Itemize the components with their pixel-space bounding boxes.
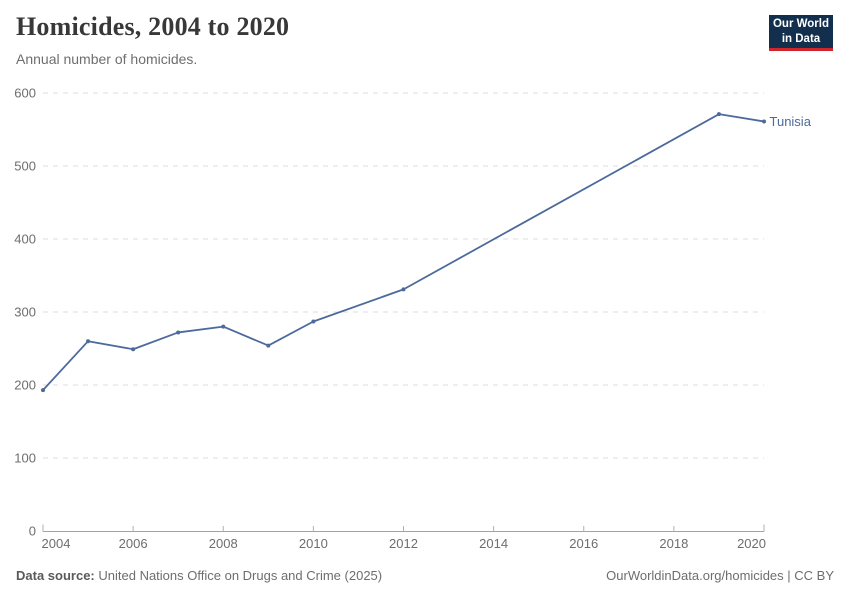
data-source-value: United Nations Office on Drugs and Crime… — [98, 568, 383, 583]
series-label-tunisia[interactable]: Tunisia — [770, 114, 812, 129]
data-point-tunisia-2020 — [762, 119, 766, 124]
data-point-tunisia-2004 — [41, 388, 45, 393]
owid-logo-line1: Our World — [772, 18, 829, 31]
x-tick-label-2004: 2004 — [42, 536, 71, 551]
data-source-label: Data source: — [16, 568, 95, 583]
data-point-tunisia-2010 — [311, 319, 316, 324]
y-tick-label-300: 300 — [14, 305, 36, 320]
y-tick-label-100: 100 — [14, 451, 36, 466]
x-tick-label-2006: 2006 — [119, 536, 148, 551]
data-point-tunisia-2009 — [266, 343, 271, 348]
data-point-tunisia-2007 — [176, 330, 181, 335]
chart-subtitle: Annual number of homicides. — [16, 51, 198, 67]
data-point-tunisia-2005 — [86, 339, 91, 344]
x-tick-label-2018: 2018 — [659, 536, 688, 551]
chart-footer: Data source: United Nations Office on Dr… — [16, 568, 834, 583]
y-tick-label-200: 200 — [14, 378, 36, 393]
y-tick-label-600: 600 — [14, 86, 36, 101]
x-tick-label-2008: 2008 — [209, 536, 238, 551]
data-point-tunisia-2019 — [716, 112, 721, 117]
x-tick-label-2014: 2014 — [479, 536, 508, 551]
x-tick-label-2020: 2020 — [737, 536, 766, 551]
y-tick-label-0: 0 — [29, 524, 36, 539]
y-tick-label-500: 500 — [14, 159, 36, 174]
data-point-tunisia-2006 — [131, 347, 136, 352]
x-tick-label-2012: 2012 — [389, 536, 418, 551]
owid-logo-line2: in Data — [781, 32, 821, 45]
x-tick-label-2016: 2016 — [569, 536, 598, 551]
credit-link[interactable]: OurWorldinData.org/homicides | CC BY — [606, 568, 834, 583]
y-tick-label-400: 400 — [14, 232, 36, 247]
tunisia-line-series[interactable] — [42, 113, 765, 392]
page-title: Homicides, 2004 to 2020 — [16, 12, 290, 41]
data-point-tunisia-2012 — [401, 287, 406, 292]
data-point-tunisia-2008 — [221, 324, 226, 329]
data-source[interactable]: Data source: United Nations Office on Dr… — [16, 568, 382, 583]
owid-logo[interactable]: Our World in Data — [769, 15, 833, 51]
x-tick-label-2010: 2010 — [299, 536, 328, 551]
